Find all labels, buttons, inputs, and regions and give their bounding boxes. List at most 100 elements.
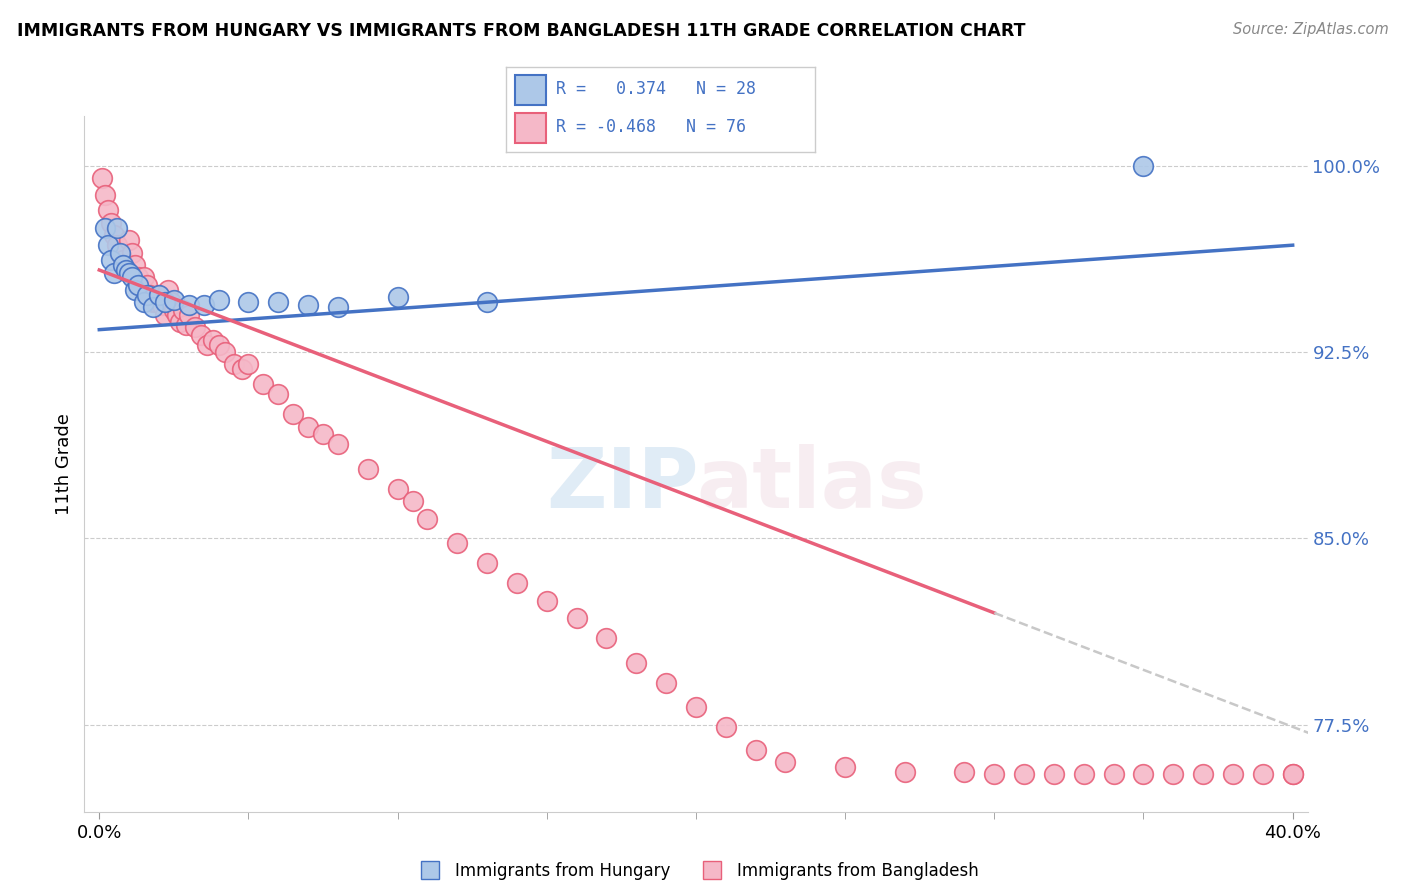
Point: [475, 556, 498, 570]
Text: IMMIGRANTS FROM HUNGARY VS IMMIGRANTS FROM BANGLADESH 11TH GRADE CORRELATION CHA: IMMIGRANTS FROM HUNGARY VS IMMIGRANTS FR…: [17, 22, 1025, 40]
Point: [1281, 767, 1303, 781]
Point: [1102, 767, 1125, 781]
Text: atlas: atlas: [697, 444, 928, 525]
Point: [112, 253, 135, 268]
Point: [565, 611, 588, 625]
Point: [1163, 767, 1185, 781]
Point: [714, 720, 737, 734]
Point: [267, 387, 290, 401]
Point: [139, 288, 162, 302]
Point: [108, 245, 131, 260]
Point: [103, 266, 125, 280]
Point: [169, 315, 191, 329]
Point: [105, 220, 128, 235]
Point: [190, 327, 212, 342]
Point: [1012, 767, 1035, 781]
Point: [195, 337, 218, 351]
Point: [163, 293, 186, 307]
Point: [207, 293, 229, 307]
Point: [1281, 767, 1303, 781]
Point: [142, 295, 165, 310]
Point: [775, 755, 797, 769]
Point: [744, 742, 766, 756]
Point: [97, 238, 120, 252]
Point: [267, 295, 290, 310]
Point: [129, 280, 152, 294]
Point: [536, 593, 558, 607]
Point: [201, 333, 224, 347]
Point: [1192, 767, 1215, 781]
Point: [124, 258, 146, 272]
Point: [103, 228, 125, 243]
Point: [655, 675, 678, 690]
Point: [160, 295, 183, 310]
Point: [297, 298, 319, 312]
Point: [97, 203, 120, 218]
Point: [387, 482, 409, 496]
Y-axis label: 11th Grade: 11th Grade: [55, 413, 73, 515]
Point: [132, 295, 155, 310]
Point: [148, 288, 170, 302]
Point: [112, 258, 135, 272]
Point: [1132, 159, 1154, 173]
Point: [124, 283, 146, 297]
Point: [834, 760, 856, 774]
Point: [177, 298, 200, 312]
Point: [94, 220, 117, 235]
Point: [132, 270, 155, 285]
Point: [283, 407, 305, 421]
Point: [108, 245, 131, 260]
Point: [326, 301, 349, 315]
Point: [193, 298, 215, 312]
Legend: Immigrants from Hungary, Immigrants from Bangladesh: Immigrants from Hungary, Immigrants from…: [406, 855, 986, 887]
Point: [238, 358, 260, 372]
Point: [166, 308, 188, 322]
Point: [207, 337, 229, 351]
FancyBboxPatch shape: [516, 75, 547, 105]
Point: [115, 263, 138, 277]
Point: [214, 345, 236, 359]
Point: [685, 700, 707, 714]
Point: [100, 216, 122, 230]
Point: [312, 427, 335, 442]
Point: [156, 283, 179, 297]
Point: [177, 308, 200, 322]
Point: [416, 511, 439, 525]
Text: ZIP: ZIP: [547, 444, 699, 525]
Point: [1251, 767, 1274, 781]
Point: [238, 295, 260, 310]
Point: [115, 263, 138, 277]
Point: [1132, 767, 1154, 781]
Point: [184, 320, 207, 334]
Text: Source: ZipAtlas.com: Source: ZipAtlas.com: [1233, 22, 1389, 37]
Point: [153, 295, 176, 310]
Point: [118, 266, 141, 280]
Point: [357, 462, 380, 476]
Point: [626, 656, 648, 670]
Point: [153, 308, 176, 322]
Point: [252, 377, 274, 392]
FancyBboxPatch shape: [516, 112, 547, 143]
Point: [595, 631, 617, 645]
Point: [401, 494, 423, 508]
Point: [145, 295, 167, 310]
Point: [118, 233, 141, 247]
Point: [446, 536, 468, 550]
Point: [326, 437, 349, 451]
Text: R =   0.374   N = 28: R = 0.374 N = 28: [555, 80, 755, 98]
Point: [148, 288, 170, 302]
Point: [506, 576, 529, 591]
Point: [297, 419, 319, 434]
Point: [1073, 767, 1095, 781]
Point: [953, 764, 976, 779]
Point: [894, 764, 917, 779]
Point: [136, 288, 159, 302]
Point: [222, 358, 245, 372]
Point: [94, 188, 117, 202]
Text: R = -0.468   N = 76: R = -0.468 N = 76: [555, 119, 745, 136]
Point: [105, 238, 128, 252]
Point: [121, 245, 143, 260]
Point: [475, 295, 498, 310]
Point: [91, 171, 114, 186]
Point: [983, 767, 1005, 781]
